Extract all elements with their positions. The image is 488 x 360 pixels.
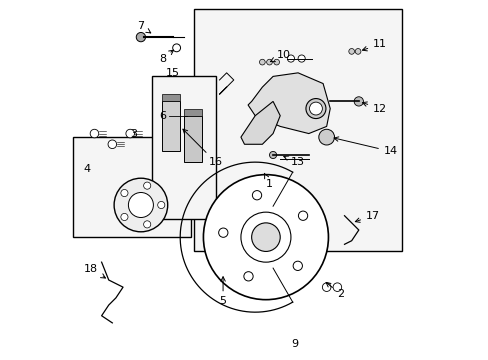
Polygon shape bbox=[183, 116, 201, 162]
Text: 1: 1 bbox=[264, 173, 272, 189]
Circle shape bbox=[273, 59, 279, 65]
Text: 6: 6 bbox=[159, 111, 165, 121]
Text: 8: 8 bbox=[159, 50, 173, 64]
Polygon shape bbox=[241, 102, 280, 144]
Text: 3: 3 bbox=[130, 129, 137, 139]
Text: 13: 13 bbox=[283, 156, 305, 167]
Text: 18: 18 bbox=[84, 264, 105, 278]
Circle shape bbox=[298, 211, 307, 220]
Text: 17: 17 bbox=[355, 211, 379, 222]
Text: 7: 7 bbox=[137, 21, 150, 33]
Text: 2: 2 bbox=[325, 283, 344, 299]
Polygon shape bbox=[247, 73, 329, 134]
Circle shape bbox=[252, 190, 261, 200]
Circle shape bbox=[354, 49, 360, 54]
Circle shape bbox=[125, 129, 134, 138]
Circle shape bbox=[309, 102, 322, 115]
Circle shape bbox=[203, 175, 328, 300]
Circle shape bbox=[266, 59, 272, 65]
Circle shape bbox=[172, 44, 180, 52]
Text: 15: 15 bbox=[166, 68, 180, 78]
Polygon shape bbox=[162, 102, 180, 152]
Text: 14: 14 bbox=[333, 137, 397, 157]
Polygon shape bbox=[183, 109, 201, 116]
Circle shape bbox=[121, 213, 128, 221]
Circle shape bbox=[318, 129, 334, 145]
Text: 12: 12 bbox=[362, 102, 386, 113]
Circle shape bbox=[121, 189, 128, 197]
Circle shape bbox=[143, 221, 150, 228]
Text: 9: 9 bbox=[290, 339, 298, 349]
Circle shape bbox=[305, 99, 325, 118]
Circle shape bbox=[114, 178, 167, 232]
Polygon shape bbox=[162, 94, 180, 102]
Circle shape bbox=[143, 182, 150, 189]
Circle shape bbox=[332, 283, 341, 292]
Circle shape bbox=[251, 223, 280, 251]
Circle shape bbox=[287, 55, 294, 62]
Circle shape bbox=[292, 261, 302, 270]
Bar bbox=[151, 76, 216, 219]
Text: 5: 5 bbox=[219, 277, 226, 306]
Circle shape bbox=[244, 272, 253, 281]
Circle shape bbox=[136, 32, 145, 42]
Circle shape bbox=[298, 55, 305, 62]
Circle shape bbox=[259, 59, 264, 65]
Circle shape bbox=[353, 97, 363, 106]
Circle shape bbox=[348, 49, 354, 54]
Circle shape bbox=[218, 228, 227, 237]
Circle shape bbox=[241, 212, 290, 262]
Circle shape bbox=[322, 283, 330, 292]
Circle shape bbox=[269, 152, 276, 158]
Bar bbox=[194, 9, 401, 251]
Circle shape bbox=[128, 193, 153, 217]
Text: 11: 11 bbox=[362, 39, 386, 51]
Circle shape bbox=[157, 202, 164, 208]
Circle shape bbox=[90, 129, 99, 138]
Bar bbox=[73, 137, 190, 237]
Text: 10: 10 bbox=[270, 50, 290, 62]
Text: 16: 16 bbox=[183, 129, 223, 167]
Text: 4: 4 bbox=[83, 164, 91, 174]
Circle shape bbox=[108, 140, 116, 149]
